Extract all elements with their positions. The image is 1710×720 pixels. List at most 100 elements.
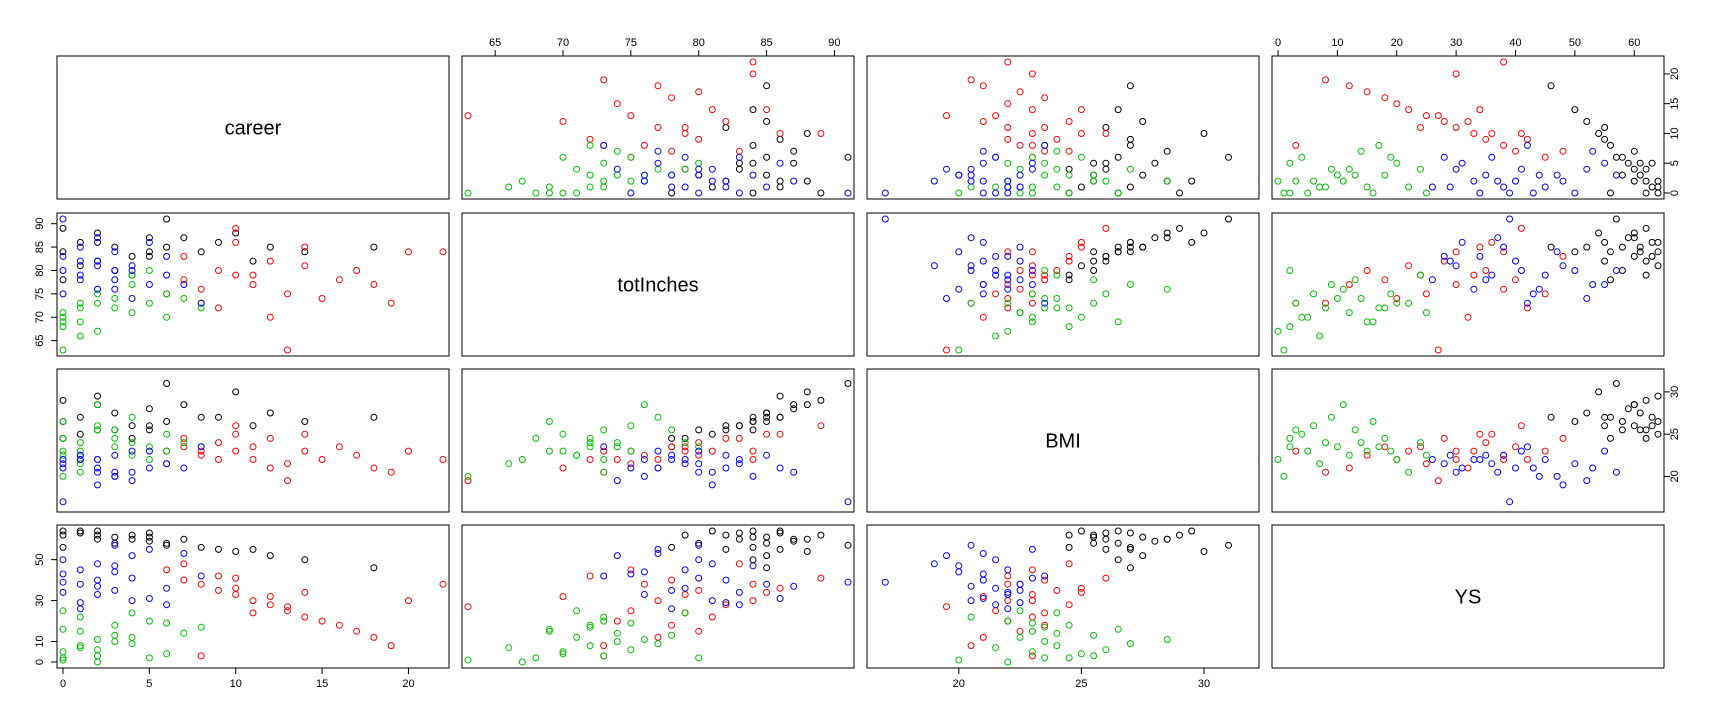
point-series2-7-BMI-vs-career — [95, 423, 101, 429]
point-series3-6-YS-vs-totInches — [736, 602, 742, 608]
point-series1-3-career-vs-BMI — [1029, 131, 1035, 137]
point-series1-11-BMI-vs-career — [371, 465, 377, 471]
point-series3-3-career-vs-YS — [1483, 172, 1489, 178]
point-series2-4-BMI-vs-YS — [1346, 452, 1352, 458]
point-series2-18-totInches-vs-career — [146, 268, 152, 274]
point-series2-15-totInches-vs-YS — [1340, 286, 1346, 292]
point-series0-22-YS-vs-career — [60, 544, 66, 550]
point-series2-1-YS-vs-totInches — [587, 643, 593, 649]
point-series0-5-YS-vs-BMI — [1152, 538, 1158, 544]
point-series1-11-career-vs-totInches — [655, 83, 661, 89]
point-series1-20-totInches-vs-career — [181, 253, 187, 259]
point-series1-4-YS-vs-career — [250, 598, 256, 604]
point-series0-15-career-vs-BMI — [1066, 166, 1072, 172]
point-series2-7-YS-vs-totInches — [628, 647, 634, 653]
point-series1-18-BMI-vs-career — [267, 465, 273, 471]
point-series2-20-BMI-vs-career — [60, 419, 66, 425]
point-series3-1-YS-vs-BMI — [1005, 567, 1011, 573]
point-series2-9-career-vs-totInches — [601, 160, 607, 166]
point-series0-8-YS-vs-BMI — [1201, 549, 1207, 555]
point-series2-16-totInches-vs-BMI — [1017, 310, 1023, 316]
point-series2-10-totInches-vs-YS — [1299, 314, 1305, 320]
point-series2-10-career-vs-YS — [1299, 154, 1305, 160]
point-series3-22-BMI-vs-totInches — [736, 457, 742, 463]
point-series0-16-BMI-vs-YS — [1655, 431, 1661, 437]
point-series2-21-YS-vs-totInches — [628, 620, 634, 626]
point-series2-22-YS-vs-totInches — [519, 659, 525, 665]
point-series3-20-YS-vs-totInches — [655, 551, 661, 557]
point-series0-13-BMI-vs-totInches — [845, 381, 851, 387]
tick-label-YS-left-30: 30 — [34, 594, 46, 606]
point-series3-12-BMI-vs-career — [146, 465, 152, 471]
point-series2-6-career-vs-BMI — [1029, 184, 1035, 190]
point-series1-18-career-vs-totInches — [560, 119, 566, 125]
point-series3-23-BMI-vs-totInches — [696, 448, 702, 454]
point-series1-8-career-vs-totInches — [614, 101, 620, 107]
point-series1-16-career-vs-BMI — [1005, 136, 1011, 142]
point-series2-24-BMI-vs-YS — [1376, 444, 1382, 450]
point-series2-11-totInches-vs-career — [60, 347, 66, 353]
point-series0-19-totInches-vs-YS — [1602, 258, 1608, 264]
point-series3-18-totInches-vs-YS — [1489, 272, 1495, 278]
point-series3-10-career-vs-YS — [1501, 184, 1507, 190]
point-series3-1-BMI-vs-YS — [1542, 457, 1548, 463]
point-series1-13-YS-vs-career — [406, 598, 412, 604]
point-series1-20-YS-vs-BMI — [1066, 561, 1072, 567]
point-series2-14-career-vs-YS — [1358, 148, 1364, 154]
point-series3-21-BMI-vs-totInches — [641, 473, 647, 479]
point-series3-17-career-vs-BMI — [931, 178, 937, 184]
point-series0-17-totInches-vs-YS — [1649, 253, 1655, 259]
point-series1-16-BMI-vs-YS — [1524, 457, 1530, 463]
point-series3-19-BMI-vs-totInches — [723, 452, 729, 458]
point-series1-4-totInches-vs-YS — [1453, 282, 1459, 288]
point-series1-14-BMI-vs-totInches — [750, 457, 756, 463]
point-series1-18-career-vs-BMI — [980, 119, 986, 125]
point-series0-9-YS-vs-totInches — [764, 553, 770, 559]
point-series3-12-totInches-vs-YS — [1459, 239, 1465, 245]
point-series0-18-YS-vs-BMI — [1164, 536, 1170, 542]
point-series3-5-BMI-vs-YS — [1602, 448, 1608, 454]
point-series0-1-YS-vs-BMI — [1127, 530, 1133, 536]
point-series1-21-career-vs-BMI — [1042, 125, 1048, 131]
point-series2-22-career-vs-totInches — [519, 178, 525, 184]
tick-label-totInches-left-80: 80 — [34, 264, 46, 276]
tick-label-career-right-5: 5 — [1669, 160, 1681, 166]
point-series0-9-YS-vs-BMI — [1140, 553, 1146, 559]
point-series0-22-totInches-vs-career — [60, 277, 66, 283]
point-series0-10-BMI-vs-YS — [1619, 427, 1625, 433]
variable-label-YS: YS — [1455, 587, 1482, 609]
point-series2-13-YS-vs-BMI — [1127, 641, 1133, 647]
point-series3-22-YS-vs-career — [60, 589, 66, 595]
point-series3-23-BMI-vs-YS — [1518, 448, 1524, 454]
point-series0-14-career-vs-BMI — [1127, 136, 1133, 142]
point-series0-7-YS-vs-career — [198, 544, 204, 550]
point-series2-8-YS-vs-career — [112, 622, 118, 628]
point-series3-24-career-vs-YS — [1495, 178, 1501, 184]
point-series2-24-YS-vs-career — [198, 624, 204, 630]
point-series0-9-YS-vs-career — [267, 553, 273, 559]
point-series2-15-career-vs-BMI — [1164, 178, 1170, 184]
tick-label-YS-left-0: 0 — [34, 659, 46, 665]
point-series1-21-career-vs-totInches — [682, 125, 688, 131]
point-series1-12-YS-vs-career — [388, 643, 394, 649]
point-series3-4-YS-vs-totInches — [709, 598, 715, 604]
point-series0-5-career-vs-YS — [1625, 160, 1631, 166]
point-series3-8-BMI-vs-totInches — [750, 473, 756, 479]
point-series3-0-career-vs-YS — [1572, 190, 1578, 196]
point-series3-17-totInches-vs-BMI — [931, 263, 937, 269]
point-series2-7-YS-vs-BMI — [1103, 647, 1109, 653]
point-series0-5-BMI-vs-career — [146, 406, 152, 412]
point-series0-21-totInches-vs-YS — [1572, 249, 1578, 255]
point-series3-8-totInches-vs-BMI — [956, 249, 962, 255]
point-series1-23-career-vs-YS — [1293, 142, 1299, 148]
point-series3-20-totInches-vs-YS — [1590, 282, 1596, 288]
point-series3-0-YS-vs-BMI — [993, 557, 999, 563]
panel-BMI-vs-YS — [1272, 369, 1664, 512]
point-series3-24-career-vs-totInches — [791, 178, 797, 184]
point-series2-13-YS-vs-career — [129, 641, 135, 647]
point-series3-14-YS-vs-totInches — [669, 606, 675, 612]
point-series0-15-BMI-vs-YS — [1643, 435, 1649, 441]
point-series3-3-YS-vs-BMI — [1017, 587, 1023, 593]
point-series1-2-totInches-vs-YS — [1483, 268, 1489, 274]
point-series1-24-totInches-vs-YS — [1518, 225, 1524, 231]
